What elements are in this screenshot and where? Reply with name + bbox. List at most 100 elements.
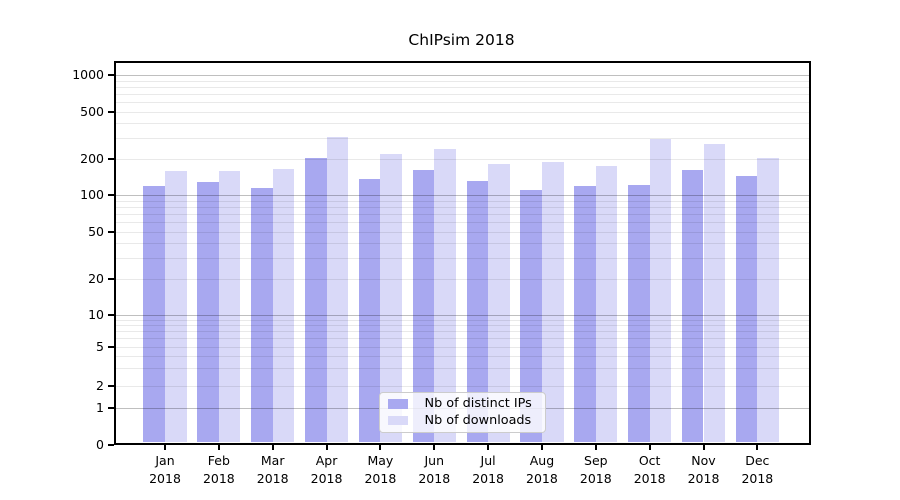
y-gridline-minor-200 — [115, 159, 809, 161]
bar-distinct-ips-oct-2018 — [628, 184, 650, 443]
x-tick-label-nov-2018: Nov 2018 — [687, 453, 720, 486]
y-gridline-minor-5 — [115, 346, 809, 348]
bar-distinct-ips-jan-2018 — [143, 185, 165, 443]
y-gridline-major-100 — [115, 195, 809, 197]
bar-downloads-nov-2018 — [703, 144, 726, 443]
y-gridline-minor-4 — [115, 356, 809, 358]
y-tick-2 — [107, 384, 114, 387]
bar-distinct-ips-sep-2018 — [574, 186, 596, 443]
bar-distinct-ips-apr-2018 — [304, 158, 327, 443]
legend-label-downloads: Nb of downloads — [424, 412, 532, 428]
x-tick-label-jun-2018: Jun 2018 — [418, 453, 451, 486]
chart-title: ChIPsim 2018 — [408, 31, 515, 49]
x-tick-apr-2018 — [325, 444, 328, 450]
y-tick-label-1: 1 — [96, 400, 104, 416]
x-tick-label-may-2018: May 2018 — [364, 453, 397, 486]
x-tick-jan-2018 — [164, 444, 166, 450]
x-tick-feb-2018 — [217, 444, 220, 450]
x-tick-sep-2018 — [594, 444, 597, 450]
y-tick-label-10: 10 — [88, 307, 104, 323]
x-tick-dec-2018 — [756, 444, 759, 450]
y-gridline-minor-6 — [115, 338, 809, 340]
x-tick-label-feb-2018: Feb 2018 — [202, 453, 235, 486]
bar-distinct-ips-feb-2018 — [197, 182, 219, 443]
y-tick-1 — [107, 407, 114, 410]
y-gridline-minor-600 — [115, 102, 809, 104]
y-tick-label-5: 5 — [96, 338, 104, 354]
legend-item-downloads: Nb of downloads — [387, 412, 537, 428]
y-tick-label-500: 500 — [80, 103, 104, 119]
y-gridline-minor-9 — [115, 320, 809, 322]
y-gridline-minor-400 — [115, 123, 809, 125]
bar-distinct-ips-mar-2018 — [251, 188, 273, 443]
bar-downloads-jan-2018 — [165, 170, 187, 443]
y-tick-10 — [107, 314, 114, 317]
y-gridline-minor-900 — [115, 80, 809, 82]
y-gridline-minor-40 — [115, 243, 809, 245]
y-tick-label-2: 2 — [96, 377, 104, 393]
x-tick-label-oct-2018: Oct 2018 — [633, 453, 666, 486]
x-tick-label-apr-2018: Apr 2018 — [310, 453, 343, 486]
x-tick-may-2018 — [379, 444, 382, 450]
bar-downloads-sep-2018 — [595, 165, 618, 443]
y-tick-100 — [107, 194, 114, 197]
y-gridline-minor-700 — [115, 93, 809, 95]
y-tick-1000 — [107, 74, 114, 77]
legend-label-distinct-ips: Nb of distinct IPs — [424, 396, 532, 412]
bar-distinct-ips-nov-2018 — [681, 170, 704, 443]
y-gridline-minor-80 — [115, 207, 809, 209]
y-tick-5 — [107, 345, 114, 348]
y-gridline-minor-2 — [115, 385, 809, 387]
legend-swatch-distinct-ips-icon — [387, 399, 408, 409]
y-gridline-minor-90 — [115, 200, 809, 202]
bar-distinct-ips-dec-2018 — [735, 176, 758, 443]
y-gridline-minor-70 — [115, 213, 809, 215]
bar-downloads-dec-2018 — [757, 157, 779, 443]
x-tick-label-jul-2018: Jul 2018 — [472, 453, 504, 486]
y-gridline-minor-30 — [115, 258, 809, 260]
y-tick-label-1000: 1000 — [72, 67, 104, 83]
y-gridline-major-1000 — [115, 75, 809, 77]
y-tick-label-100: 100 — [80, 187, 104, 203]
y-tick-0 — [107, 443, 114, 446]
y-gridline-minor-50 — [115, 231, 809, 233]
y-tick-50 — [107, 230, 114, 233]
plot-area — [113, 60, 811, 445]
x-tick-oct-2018 — [648, 444, 651, 450]
y-tick-label-0: 0 — [96, 436, 104, 452]
y-tick-label-50: 50 — [88, 223, 104, 239]
legend: Nb of distinct IPs Nb of downloads — [378, 391, 546, 433]
bar-distinct-ips-may-2018 — [358, 178, 381, 443]
bar-downloads-apr-2018 — [326, 136, 349, 443]
bar-downloads-feb-2018 — [218, 170, 241, 443]
legend-swatch-downloads-icon — [387, 415, 408, 425]
y-tick-label-200: 200 — [80, 151, 104, 167]
x-tick-label-aug-2018: Aug 2018 — [526, 453, 558, 486]
x-tick-mar-2018 — [271, 444, 274, 450]
y-gridline-minor-3 — [115, 368, 809, 370]
y-tick-label-20: 20 — [88, 271, 104, 287]
y-gridline-minor-60 — [115, 222, 809, 224]
x-tick-label-jan-2018: Jan 2018 — [149, 453, 181, 486]
bar-downloads-jul-2018 — [488, 163, 510, 443]
x-tick-nov-2018 — [702, 444, 705, 450]
x-tick-jun-2018 — [433, 444, 436, 450]
bar-distinct-ips-jul-2018 — [466, 180, 489, 443]
y-gridline-major-10 — [115, 315, 809, 317]
x-tick-label-dec-2018: Dec 2018 — [741, 453, 774, 486]
y-gridline-minor-800 — [115, 87, 809, 89]
bar-distinct-ips-aug-2018 — [520, 190, 542, 443]
bar-downloads-mar-2018 — [272, 168, 295, 443]
y-gridline-minor-300 — [115, 138, 809, 140]
bar-downloads-oct-2018 — [649, 138, 672, 443]
x-tick-aug-2018 — [540, 444, 543, 450]
x-tick-label-sep-2018: Sep 2018 — [579, 453, 612, 486]
y-gridline-minor-500 — [115, 111, 809, 113]
x-tick-label-mar-2018: Mar 2018 — [256, 453, 289, 486]
bar-downloads-jun-2018 — [434, 149, 456, 443]
x-tick-jul-2018 — [487, 444, 490, 450]
y-gridline-minor-8 — [115, 325, 809, 327]
y-gridline-minor-7 — [115, 331, 809, 333]
y-tick-20 — [107, 278, 114, 281]
